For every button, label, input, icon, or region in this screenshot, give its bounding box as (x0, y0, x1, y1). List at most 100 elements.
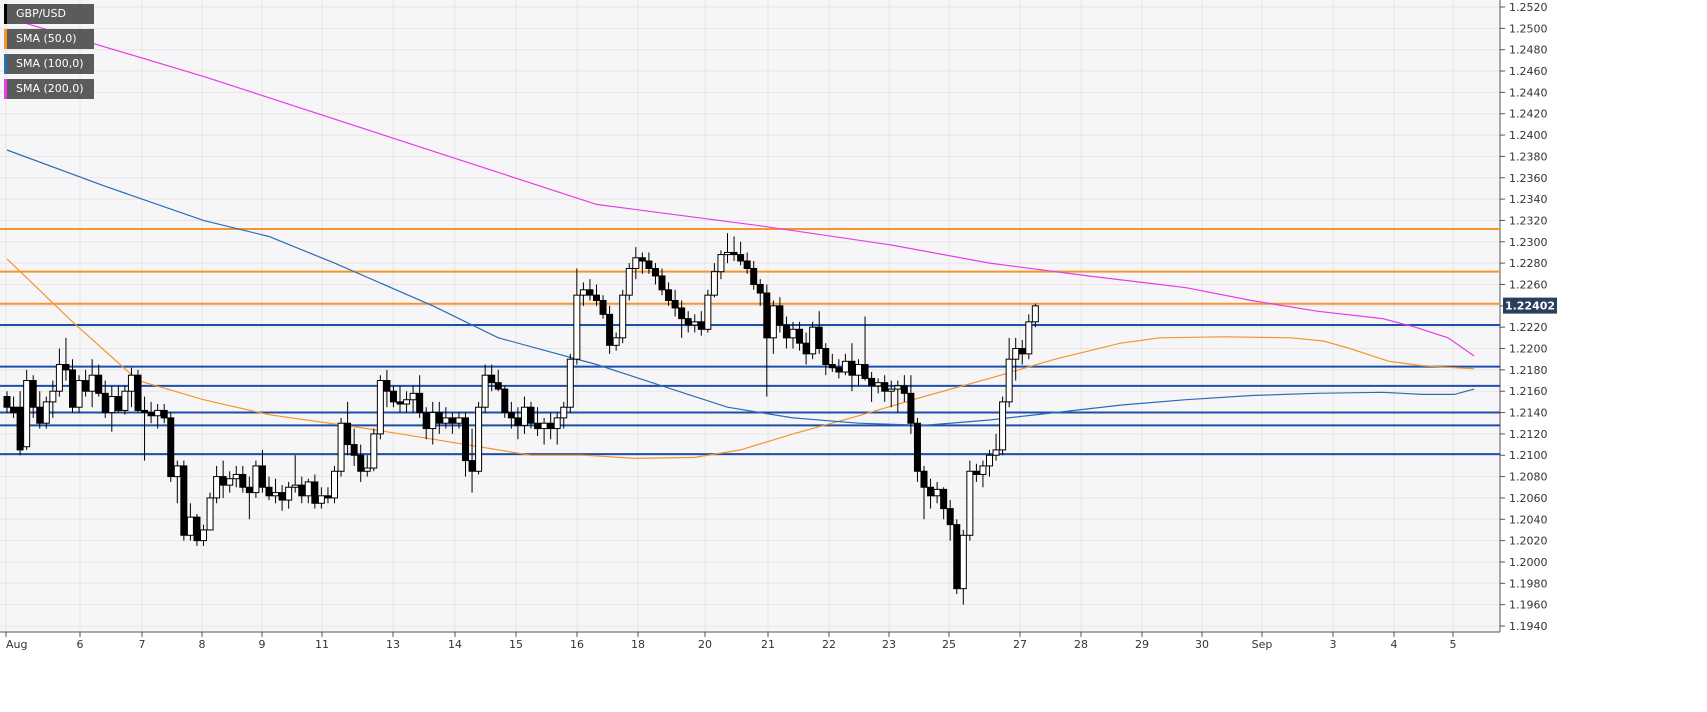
x-tick-label: 7 (139, 638, 146, 651)
candle-body (612, 337, 620, 346)
candle-body (756, 283, 764, 294)
candle-body (619, 294, 627, 339)
y-tick-label: 1.1980 (1509, 577, 1548, 590)
candle-body (894, 385, 902, 390)
legend-label-sma-50: SMA (50,0) (16, 32, 77, 45)
x-tick-label: 20 (698, 638, 712, 651)
candle-body (141, 409, 149, 414)
candle-body (36, 406, 44, 424)
candle-body (82, 380, 90, 392)
plot-background (0, 0, 1500, 632)
candle-body (743, 260, 751, 269)
candle-body (481, 374, 489, 408)
candle-body (717, 254, 725, 273)
candle-body (822, 348, 830, 366)
candle-body (16, 406, 24, 451)
x-tick-label: 11 (315, 638, 329, 651)
candle-body (160, 409, 168, 419)
candle-body (350, 444, 358, 456)
candle-body (750, 267, 758, 285)
x-tick-label: 27 (1013, 638, 1027, 651)
y-tick-label: 1.2060 (1509, 492, 1548, 505)
candle-body (671, 299, 679, 309)
last-price-label: 1.22402 (1505, 300, 1555, 313)
candle-body (986, 454, 993, 467)
y-tick-label: 1.2120 (1509, 428, 1548, 441)
y-tick-label: 1.2220 (1509, 321, 1548, 334)
candle-body (403, 399, 411, 405)
candle-body (363, 467, 371, 472)
candle-body (900, 385, 908, 394)
y-tick-label: 1.2420 (1509, 108, 1548, 121)
candle-body (49, 390, 57, 403)
candle-body (907, 392, 915, 424)
legend-swatch-sma-100 (4, 54, 7, 74)
sma-line-200 (6, 17, 1475, 357)
candle-body (69, 369, 76, 408)
candle-body (573, 294, 581, 360)
candle-body (344, 422, 352, 446)
candle-body (933, 488, 941, 497)
candle-body (186, 516, 194, 536)
candle-body (724, 251, 731, 256)
candle-body (710, 271, 718, 296)
y-tick-label: 1.1940 (1509, 620, 1548, 633)
x-tick-label: 23 (882, 638, 896, 651)
candle-body (298, 484, 306, 497)
candle-body (527, 406, 535, 424)
candle-body (658, 275, 666, 291)
legend-item-sma-100[interactable]: SMA (100,0) (4, 54, 94, 74)
y-tick-label: 1.2380 (1509, 150, 1548, 163)
candle-body (409, 392, 417, 401)
candle-body (881, 382, 889, 392)
candle-body (258, 465, 266, 488)
candle-body (180, 465, 188, 536)
legend-item-sma-50[interactable]: SMA (50,0) (4, 29, 94, 49)
candle-body (422, 412, 430, 430)
candle-body (154, 409, 162, 417)
y-tick-label: 1.2280 (1509, 257, 1548, 270)
candle-body (29, 380, 37, 408)
candle-body (940, 488, 948, 510)
candle-body (684, 318, 692, 326)
x-tick-label: 5 (1450, 638, 1457, 651)
candle-body (507, 412, 515, 419)
candle-body (311, 481, 319, 504)
candle-body (501, 388, 509, 414)
candle-body (796, 328, 804, 344)
candle-body (337, 422, 345, 472)
x-tick-label: 9 (259, 638, 266, 651)
candle-body (953, 524, 961, 590)
x-tick-label: 29 (1135, 638, 1149, 651)
candle-body (913, 422, 921, 472)
candle-body (1012, 348, 1020, 360)
candle-body (488, 374, 496, 384)
y-tick-label: 1.2020 (1509, 535, 1548, 548)
candle-body (1025, 321, 1033, 355)
legend-label-symbol: GBP/USD (16, 7, 66, 20)
candle-body (579, 289, 587, 296)
candle-body (55, 364, 63, 392)
legend-item-sma-200[interactable]: SMA (200,0) (4, 79, 94, 99)
y-tick-label: 1.2360 (1509, 172, 1548, 185)
legend: GBP/USD SMA (50,0) SMA (100,0) SMA (200,… (4, 4, 94, 104)
candle-body (841, 360, 849, 373)
candle-body (304, 481, 312, 497)
y-tick-label: 1.2180 (1509, 364, 1548, 377)
candle-body (442, 417, 450, 424)
candle-body (435, 412, 443, 424)
x-tick-label: 21 (761, 638, 775, 651)
candle-body (389, 390, 397, 403)
candle-body (920, 470, 928, 488)
y-tick-label: 1.2080 (1509, 471, 1548, 484)
candle-body (835, 367, 843, 373)
candle-body (108, 396, 116, 414)
candle-body (638, 257, 646, 262)
candle-body (560, 406, 568, 419)
candle-body (586, 289, 594, 296)
candle-body (999, 401, 1007, 451)
y-tick-label: 1.2140 (1509, 407, 1548, 420)
legend-item-symbol[interactable]: GBP/USD (4, 4, 94, 24)
